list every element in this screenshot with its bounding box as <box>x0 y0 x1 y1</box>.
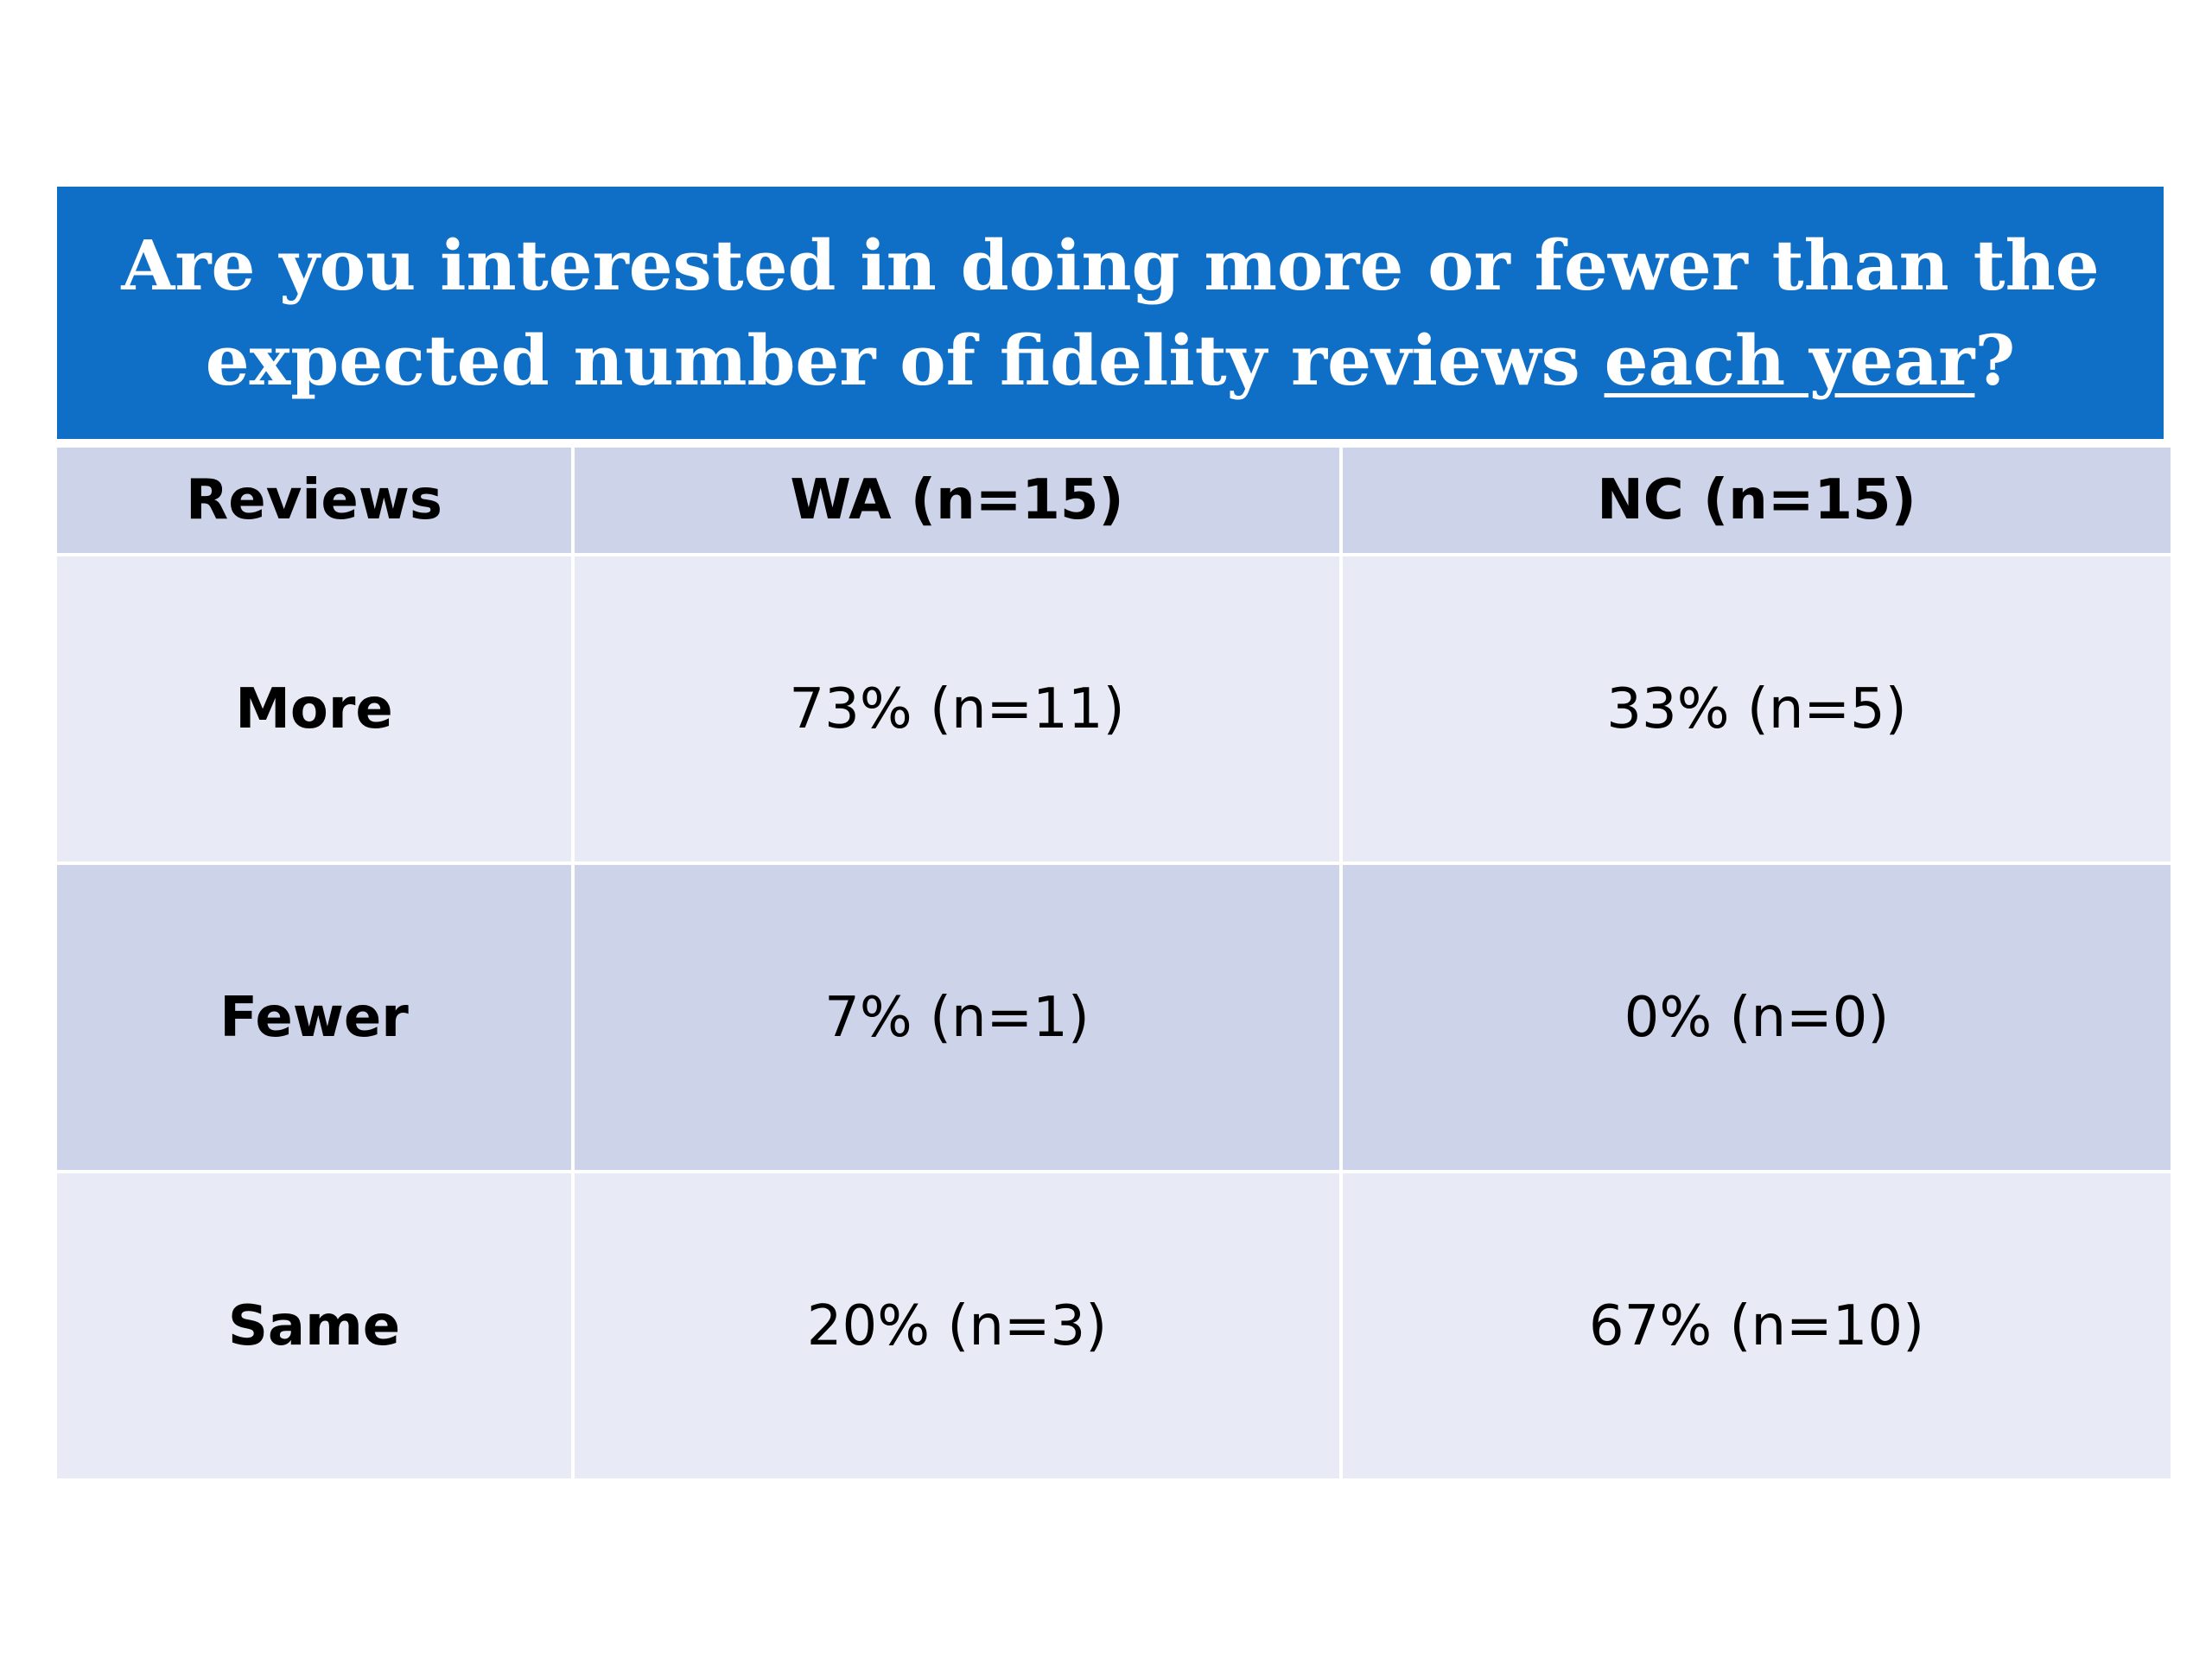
table-title-banner: Are you interested in doing more or fewe… <box>57 187 2164 439</box>
cell-fewer-nc: 0% (n=0) <box>1343 865 2171 1170</box>
cell-same-wa: 20% (n=3) <box>575 1173 1339 1478</box>
cell-fewer-wa: 7% (n=1) <box>575 865 1339 1170</box>
header-reviews: Reviews <box>57 448 571 553</box>
table-title: Are you interested in doing more or fewe… <box>121 218 2099 408</box>
title-line-2-prefix: expected number of fidelity reviews <box>205 320 1605 401</box>
cell-more-nc: 33% (n=5) <box>1343 556 2171 861</box>
cell-more-wa: 73% (n=11) <box>575 556 1339 861</box>
table-grid: Reviews WA (n=15) NC (n=15) More 73% (n=… <box>57 448 2171 1478</box>
row-label-fewer: Fewer <box>57 865 571 1170</box>
header-wa: WA (n=15) <box>575 448 1339 553</box>
title-emphasis: each year <box>1604 320 1975 401</box>
survey-table: Are you interested in doing more or fewe… <box>57 187 2171 1478</box>
header-nc: NC (n=15) <box>1343 448 2171 553</box>
cell-same-nc: 67% (n=10) <box>1343 1173 2171 1478</box>
row-label-same: Same <box>57 1173 571 1478</box>
title-line-2-suffix: ? <box>1974 320 2016 401</box>
title-line-1: Are you interested in doing more or fewe… <box>121 225 2100 306</box>
row-label-more: More <box>57 556 571 861</box>
